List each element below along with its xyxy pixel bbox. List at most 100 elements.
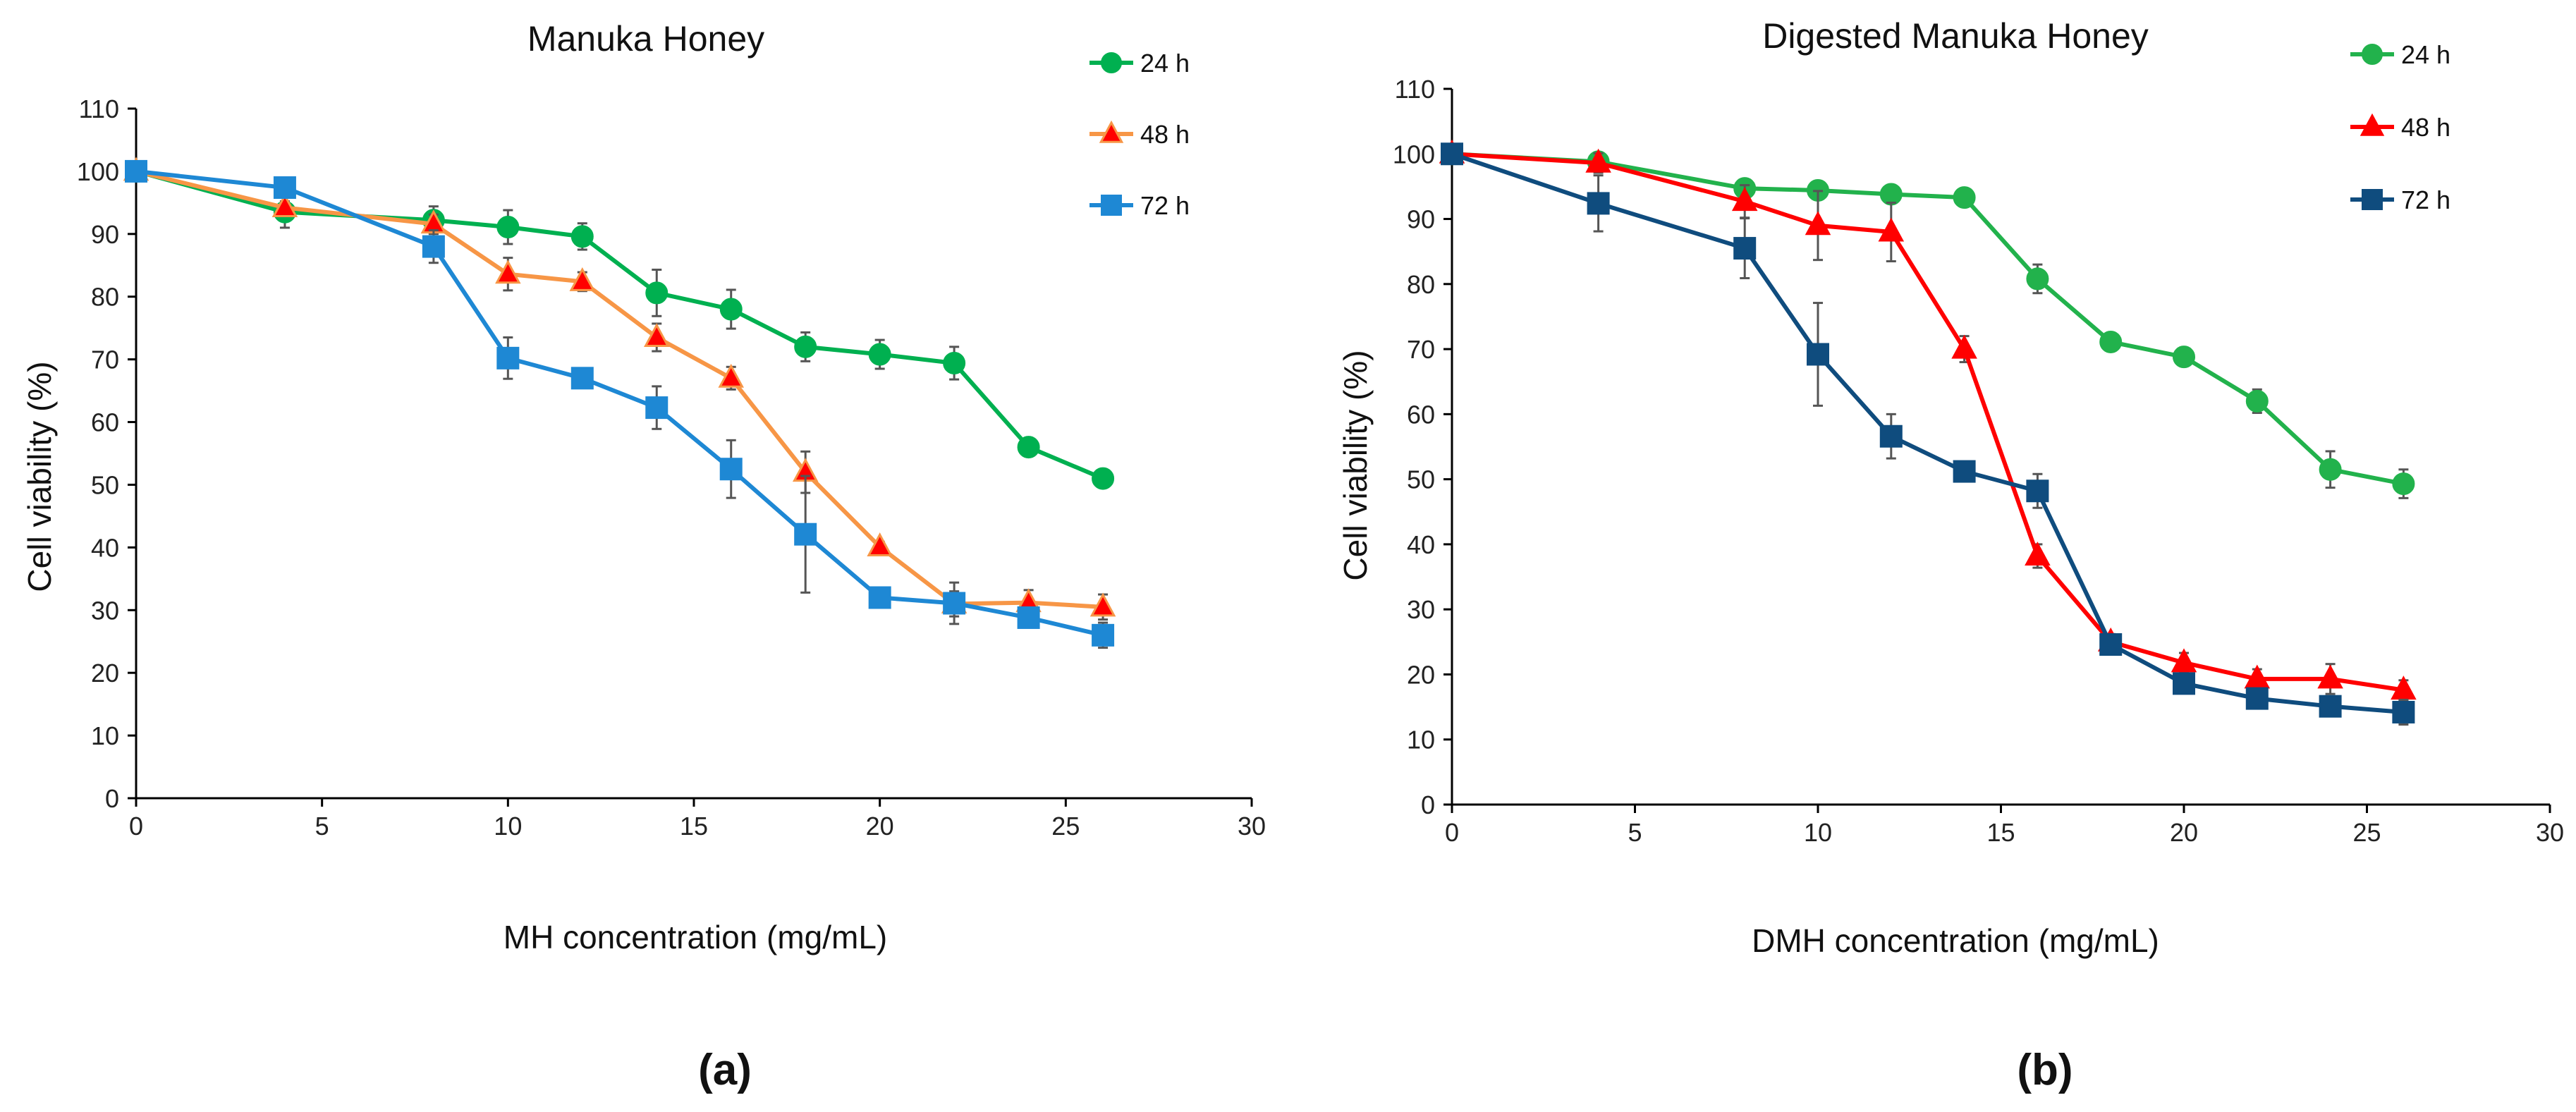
chart-a-y-tick-label: 110 bbox=[79, 94, 119, 123]
data-point bbox=[2392, 700, 2415, 723]
data-point bbox=[570, 225, 594, 248]
data-point bbox=[644, 323, 670, 348]
panel-label-a: (a) bbox=[698, 1046, 752, 1094]
data-point bbox=[1017, 436, 1040, 459]
chart-b-x-tick-label: 20 bbox=[2170, 818, 2198, 847]
data-point bbox=[271, 193, 298, 217]
chart-a-x-tick-label: 30 bbox=[1238, 812, 1266, 841]
chart-b-plot: 0 5 10 15 20 25 30 0 10 20 30 40 50 60 70 80 90 100 110 24 … bbox=[1393, 40, 2564, 847]
series-line bbox=[1451, 152, 2404, 714]
series-line bbox=[135, 169, 1104, 481]
chart-a-y-tick-label: 10 bbox=[91, 721, 119, 750]
chart-b-y-tick-label: 110 bbox=[1395, 75, 1435, 104]
chart-b-y-tick-label: 80 bbox=[1407, 270, 1435, 299]
chart-b-x-tick-label: 15 bbox=[1986, 818, 2015, 847]
data-point bbox=[496, 346, 520, 369]
data-point bbox=[1733, 237, 1757, 260]
data-point bbox=[943, 592, 966, 615]
chart-a-title: Manuka Honey bbox=[527, 19, 764, 59]
data-point bbox=[273, 176, 296, 200]
chart-b-x-tick-label: 10 bbox=[1804, 818, 1832, 847]
data-point bbox=[1092, 623, 1115, 647]
data-point bbox=[1951, 334, 1977, 359]
chart-b-x-tick-label: 25 bbox=[2352, 818, 2381, 847]
chart-a-xlabel: MH concentration (mg/mL) bbox=[503, 919, 888, 955]
data-point bbox=[645, 281, 669, 305]
legend-marker bbox=[2362, 189, 2383, 210]
data-point bbox=[569, 267, 596, 291]
data-point bbox=[868, 343, 891, 366]
chart-b-series-72h: 72 h bbox=[1441, 142, 2450, 726]
chart-a-y-tick-label: 60 bbox=[91, 408, 119, 437]
data-point bbox=[868, 586, 891, 609]
data-point bbox=[1017, 606, 1040, 629]
chart-a-x-tick-label: 5 bbox=[315, 812, 329, 841]
chart-a-y-tick-label: 70 bbox=[91, 346, 119, 374]
data-point bbox=[125, 159, 147, 183]
data-point bbox=[1441, 142, 1463, 166]
chart-a-series-72h: 72 h bbox=[125, 159, 1190, 649]
data-point bbox=[719, 298, 743, 321]
legend-marker bbox=[2362, 44, 2383, 65]
chart-b-y-tick-label: 70 bbox=[1407, 335, 1435, 364]
data-point bbox=[2025, 542, 2051, 566]
data-point bbox=[943, 351, 966, 374]
chart-a-y-tick-label: 30 bbox=[91, 596, 119, 625]
data-point bbox=[2173, 346, 2195, 369]
chart-a-y-tick-label: 0 bbox=[105, 784, 119, 813]
chart-a-y-tick-label: 90 bbox=[91, 220, 119, 249]
data-point bbox=[2319, 695, 2342, 718]
panel-label-b: (b) bbox=[2017, 1046, 2073, 1094]
chart-b-series-24h: 24 h bbox=[1441, 40, 2450, 499]
chart-b-y-tick-label: 100 bbox=[1393, 140, 1435, 169]
legend-marker bbox=[1101, 52, 1122, 73]
chart-b-y-tick-label: 50 bbox=[1407, 465, 1435, 494]
series-line bbox=[1451, 152, 2404, 692]
data-point bbox=[2391, 676, 2417, 700]
data-point bbox=[2317, 664, 2343, 689]
data-point bbox=[2171, 648, 2197, 673]
chart-a-x-tick-label: 0 bbox=[129, 812, 143, 841]
legend-label: 24 h bbox=[1140, 49, 1190, 78]
data-point bbox=[1953, 460, 1976, 483]
legend-label: 48 h bbox=[1140, 120, 1190, 149]
legend-label: 72 h bbox=[2401, 185, 2450, 214]
data-point bbox=[2026, 267, 2049, 291]
data-point bbox=[2173, 672, 2195, 695]
data-point bbox=[2026, 479, 2049, 503]
data-point bbox=[1089, 592, 1116, 617]
chart-b-y-tick-label: 30 bbox=[1407, 595, 1435, 624]
chart-b-xlabel: DMH concentration (mg/mL) bbox=[1752, 922, 2159, 959]
data-point bbox=[794, 523, 817, 546]
chart-a-y-tick-label: 20 bbox=[91, 659, 119, 688]
data-point bbox=[645, 396, 669, 420]
series-line bbox=[135, 169, 1104, 637]
data-point bbox=[1587, 192, 1610, 215]
chart-b-y-tick-label: 20 bbox=[1407, 660, 1435, 689]
legend-marker bbox=[1101, 195, 1122, 216]
chart-b-x-tick-label: 0 bbox=[1445, 818, 1459, 847]
chart-a-ylabel: Cell viability (%) bbox=[21, 361, 58, 592]
data-point bbox=[2319, 458, 2342, 481]
data-point bbox=[1878, 217, 1905, 242]
chart-a-y-tick-label: 50 bbox=[91, 470, 119, 499]
data-point bbox=[2099, 633, 2123, 656]
data-point bbox=[2245, 389, 2269, 413]
series-line bbox=[135, 169, 1104, 609]
chart-b-title: Digested Manuka Honey bbox=[1762, 16, 2149, 56]
data-point bbox=[2392, 472, 2415, 496]
chart-b-y-tick-label: 10 bbox=[1407, 726, 1435, 754]
data-point bbox=[794, 335, 817, 358]
data-point bbox=[1731, 187, 1758, 212]
chart-a-y-tick-label: 100 bbox=[77, 157, 119, 186]
data-point bbox=[718, 363, 744, 388]
data-point bbox=[867, 532, 893, 556]
chart-a-x-tick-label: 15 bbox=[680, 812, 708, 841]
data-point bbox=[495, 259, 521, 284]
data-point bbox=[1805, 211, 1831, 236]
data-point bbox=[496, 216, 520, 239]
data-point bbox=[422, 235, 445, 258]
chart-a-plot: 0 5 10 15 20 25 30 0 10 20 30 40 50 60 70 80 90 100 110 24 … bbox=[77, 49, 1266, 841]
chart-a-x-tick-label: 20 bbox=[866, 812, 894, 841]
